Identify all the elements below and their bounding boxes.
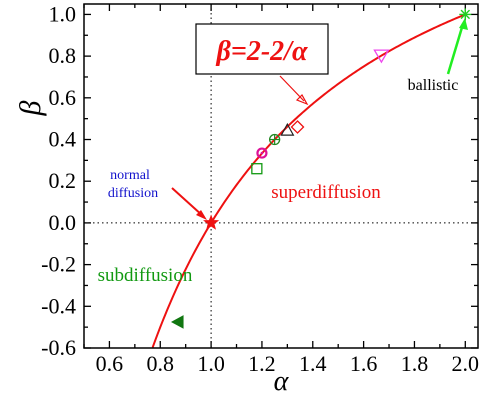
- y-tick-label: 0.6: [49, 85, 77, 110]
- arrow-normal-diffusion: [171, 187, 204, 217]
- y-tick-label: 0.0: [49, 210, 77, 235]
- data-point-star: [203, 214, 220, 230]
- data-point-asterisk: [459, 8, 472, 21]
- annotation-subdiffusion: subdiffusion: [98, 265, 193, 286]
- data-point-triangle-down: [373, 49, 390, 64]
- y-tick-label: -0.6: [41, 335, 76, 360]
- x-tick-label: 1.2: [248, 351, 276, 376]
- annotation-superdiffusion: superdiffusion: [271, 182, 381, 203]
- formula-label: β=2-2/α: [216, 36, 308, 67]
- arrow-formula-head: [295, 94, 309, 106]
- annotation-ballistic: ballistic: [408, 77, 459, 94]
- data-points: [171, 8, 472, 329]
- y-tick-label: 0.4: [49, 127, 77, 152]
- curve-beta-equals-2-minus-2-over-alpha: [151, 13, 466, 348]
- x-tick-label: 2.0: [452, 351, 480, 376]
- arrow-normal-diffusion-head: [196, 210, 207, 220]
- x-tick-label: 1.8: [401, 351, 429, 376]
- arrow-ballistic: [446, 23, 465, 75]
- y-tick-label: 0.2: [49, 168, 77, 193]
- plot-frame: [83, 3, 479, 349]
- x-axis-label: α: [274, 366, 290, 395]
- formula-box: [195, 23, 329, 75]
- data-point-triangle-left: [171, 315, 184, 329]
- y-axis-label: β: [14, 100, 47, 116]
- data-point-triangle-up: [280, 122, 295, 136]
- data-point-circle-dot: [256, 147, 268, 159]
- y-tick-label: -0.2: [41, 252, 76, 277]
- x-tick-label: 0.6: [96, 351, 124, 376]
- x-tick-label: 1.0: [197, 351, 225, 376]
- data-point-square: [251, 163, 263, 175]
- y-tick-label: -0.4: [41, 293, 76, 318]
- x-tick-labels: 0.6 0.8 1.0 1.2 1.4 1.6 1.8 2.0: [96, 351, 479, 376]
- y-tick-label: 0.8: [49, 43, 77, 68]
- data-point-diamond: [290, 120, 305, 134]
- x-tick-label: 1.4: [299, 351, 327, 376]
- data-point-circle-plus: [268, 133, 281, 146]
- annotation-diffusion: diffusion: [108, 186, 158, 201]
- x-tick-label: 1.6: [350, 351, 378, 376]
- annotation-normal: normal: [110, 168, 150, 183]
- axis-ticks: [83, 4, 478, 349]
- y-tick-label: 1.0: [49, 1, 77, 26]
- x-tick-label: 0.8: [147, 351, 175, 376]
- arrow-ballistic-head: [459, 18, 468, 30]
- y-tick-labels: -0.6 -0.4 -0.2 0.0 0.2 0.4 0.6 0.8 1.0: [41, 1, 76, 360]
